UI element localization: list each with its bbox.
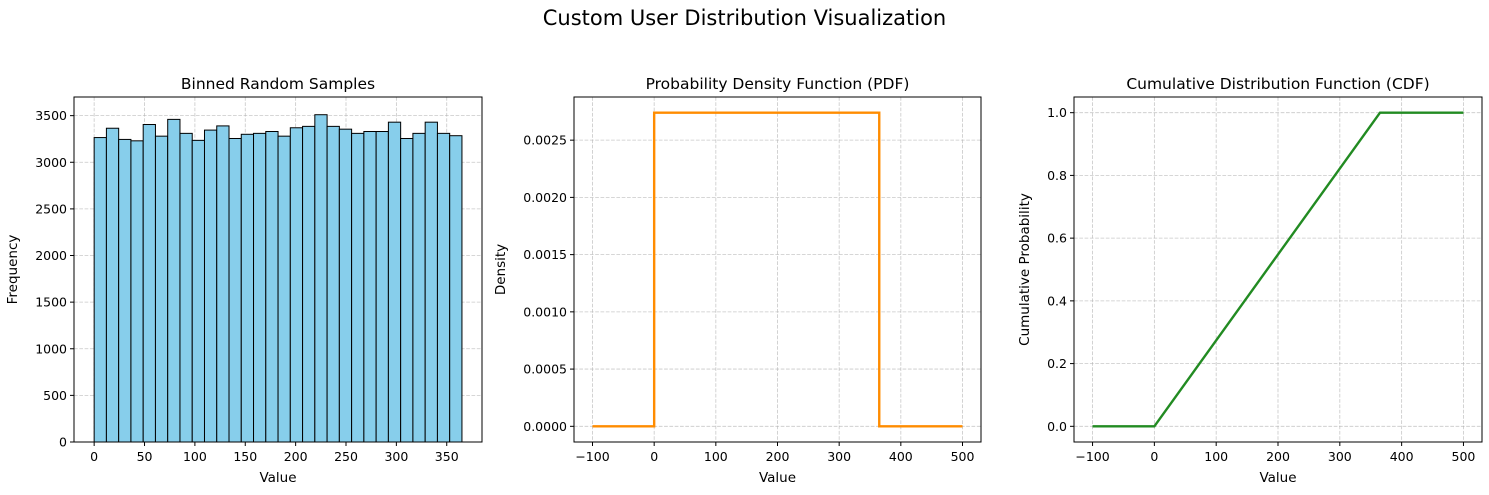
histogram-bar bbox=[142, 124, 156, 443]
y-tick-label: 1000 bbox=[35, 341, 67, 356]
histogram-bar bbox=[326, 125, 340, 443]
y-tick-label: 2500 bbox=[35, 201, 67, 216]
histogram-bar bbox=[277, 135, 291, 443]
axes-frame bbox=[73, 96, 483, 443]
x-tick-label: 100 bbox=[1204, 449, 1228, 464]
histogram-bar bbox=[167, 118, 181, 443]
histogram-bar bbox=[375, 131, 389, 443]
histogram-bar bbox=[118, 138, 132, 443]
x-axis-label: Value bbox=[759, 470, 796, 486]
chart-title: Cumulative Distribution Function (CDF) bbox=[1126, 75, 1429, 93]
histogram-bar bbox=[302, 125, 316, 443]
x-tick-label: 200 bbox=[1266, 449, 1290, 464]
histogram-bar bbox=[240, 133, 255, 443]
x-tick-label: 500 bbox=[1452, 449, 1476, 464]
histogram-bar bbox=[387, 121, 402, 443]
figure-title: Custom User Distribution Visualization bbox=[542, 6, 947, 30]
histogram-bar bbox=[93, 137, 107, 443]
y-tick-label: 0.0015 bbox=[523, 247, 567, 262]
y-tick-label: 0.0005 bbox=[523, 362, 567, 377]
y-tick-label: 1500 bbox=[35, 295, 67, 310]
x-tick-label: 500 bbox=[951, 449, 975, 464]
histogram-bar bbox=[289, 127, 304, 443]
y-tick-label: 0.0000 bbox=[523, 419, 567, 434]
x-tick-label: 100 bbox=[704, 449, 728, 464]
y-tick-label: 1.0 bbox=[1047, 105, 1067, 120]
histogram-bar bbox=[314, 114, 328, 443]
y-tick-label: 0.2 bbox=[1047, 356, 1067, 371]
y-axis-label: Cumulative Probability bbox=[1017, 193, 1033, 346]
histogram-bar bbox=[253, 132, 267, 443]
x-tick-label: −100 bbox=[1075, 449, 1109, 464]
x-tick-label: 200 bbox=[284, 449, 308, 464]
histogram-bar bbox=[351, 132, 365, 443]
histogram-bar bbox=[412, 132, 426, 443]
chart-title: Binned Random Samples bbox=[181, 75, 375, 93]
x-tick-label: 50 bbox=[137, 449, 153, 464]
histogram-bar bbox=[154, 135, 169, 443]
y-tick-label: 3500 bbox=[35, 108, 67, 123]
x-tick-label: 200 bbox=[766, 449, 790, 464]
histogram-bar bbox=[179, 132, 193, 443]
x-tick-label: 250 bbox=[334, 449, 358, 464]
y-tick-label: 0.0025 bbox=[523, 133, 567, 148]
cdf-chart: −100 0 100 200 300 400 500 0.0 0.2 0.4 0.6 0.8 1.0 Cu… bbox=[1017, 75, 1483, 486]
histogram-bar bbox=[265, 131, 279, 443]
histogram-bar bbox=[228, 137, 242, 443]
histogram-bar bbox=[363, 131, 377, 443]
x-tick-label: 0 bbox=[90, 449, 98, 464]
x-tick-label: 300 bbox=[1328, 449, 1352, 464]
x-tick-label: −100 bbox=[575, 449, 609, 464]
x-tick-label: 100 bbox=[183, 449, 207, 464]
y-tick-label: 0.0 bbox=[1047, 419, 1067, 434]
x-tick-label: 0 bbox=[650, 449, 658, 464]
histogram-bar bbox=[130, 140, 144, 443]
x-axis-label: Value bbox=[1259, 470, 1296, 486]
histogram-bar bbox=[216, 125, 230, 443]
pdf-chart: −100 0 100 200 300 400 500 0.0000 0.0005 0.0010 0.… bbox=[493, 75, 982, 486]
y-axis-label: Frequency bbox=[5, 235, 21, 305]
histogram-bar bbox=[400, 137, 414, 443]
x-tick-label: 300 bbox=[384, 449, 408, 464]
y-tick-label: 0.4 bbox=[1047, 293, 1067, 308]
series-line bbox=[1092, 111, 1464, 428]
histogram-bar bbox=[424, 121, 438, 443]
x-axis-label: Value bbox=[259, 470, 296, 486]
y-tick-label: 2000 bbox=[35, 248, 67, 263]
histogram-chart: 0 50 100 150 200 250 300 3500500100015002000250… bbox=[5, 75, 483, 486]
chart-title: Probability Density Function (PDF) bbox=[646, 75, 910, 93]
x-tick-label: 400 bbox=[889, 449, 913, 464]
x-tick-label: 350 bbox=[435, 449, 459, 464]
y-tick-label: 0.0010 bbox=[523, 304, 567, 319]
histogram-bar bbox=[449, 135, 463, 443]
y-axis-label: Density bbox=[493, 244, 509, 295]
histogram-bar bbox=[203, 129, 218, 443]
y-tick-label: 3000 bbox=[35, 155, 67, 170]
y-tick-label: 0 bbox=[59, 435, 67, 450]
histogram-bar bbox=[436, 132, 451, 443]
y-tick-label: 0.0020 bbox=[523, 190, 567, 205]
x-tick-label: 300 bbox=[827, 449, 851, 464]
x-tick-label: 150 bbox=[233, 449, 257, 464]
histogram-bar bbox=[105, 127, 120, 443]
series-line bbox=[592, 111, 963, 428]
histogram-bar bbox=[338, 128, 353, 443]
y-tick-label: 0.6 bbox=[1047, 231, 1067, 246]
x-tick-label: 0 bbox=[1150, 449, 1158, 464]
histogram-bar bbox=[191, 139, 205, 443]
y-tick-label: 0.8 bbox=[1047, 168, 1067, 183]
x-tick-label: 400 bbox=[1390, 449, 1414, 464]
y-tick-label: 500 bbox=[43, 388, 67, 403]
